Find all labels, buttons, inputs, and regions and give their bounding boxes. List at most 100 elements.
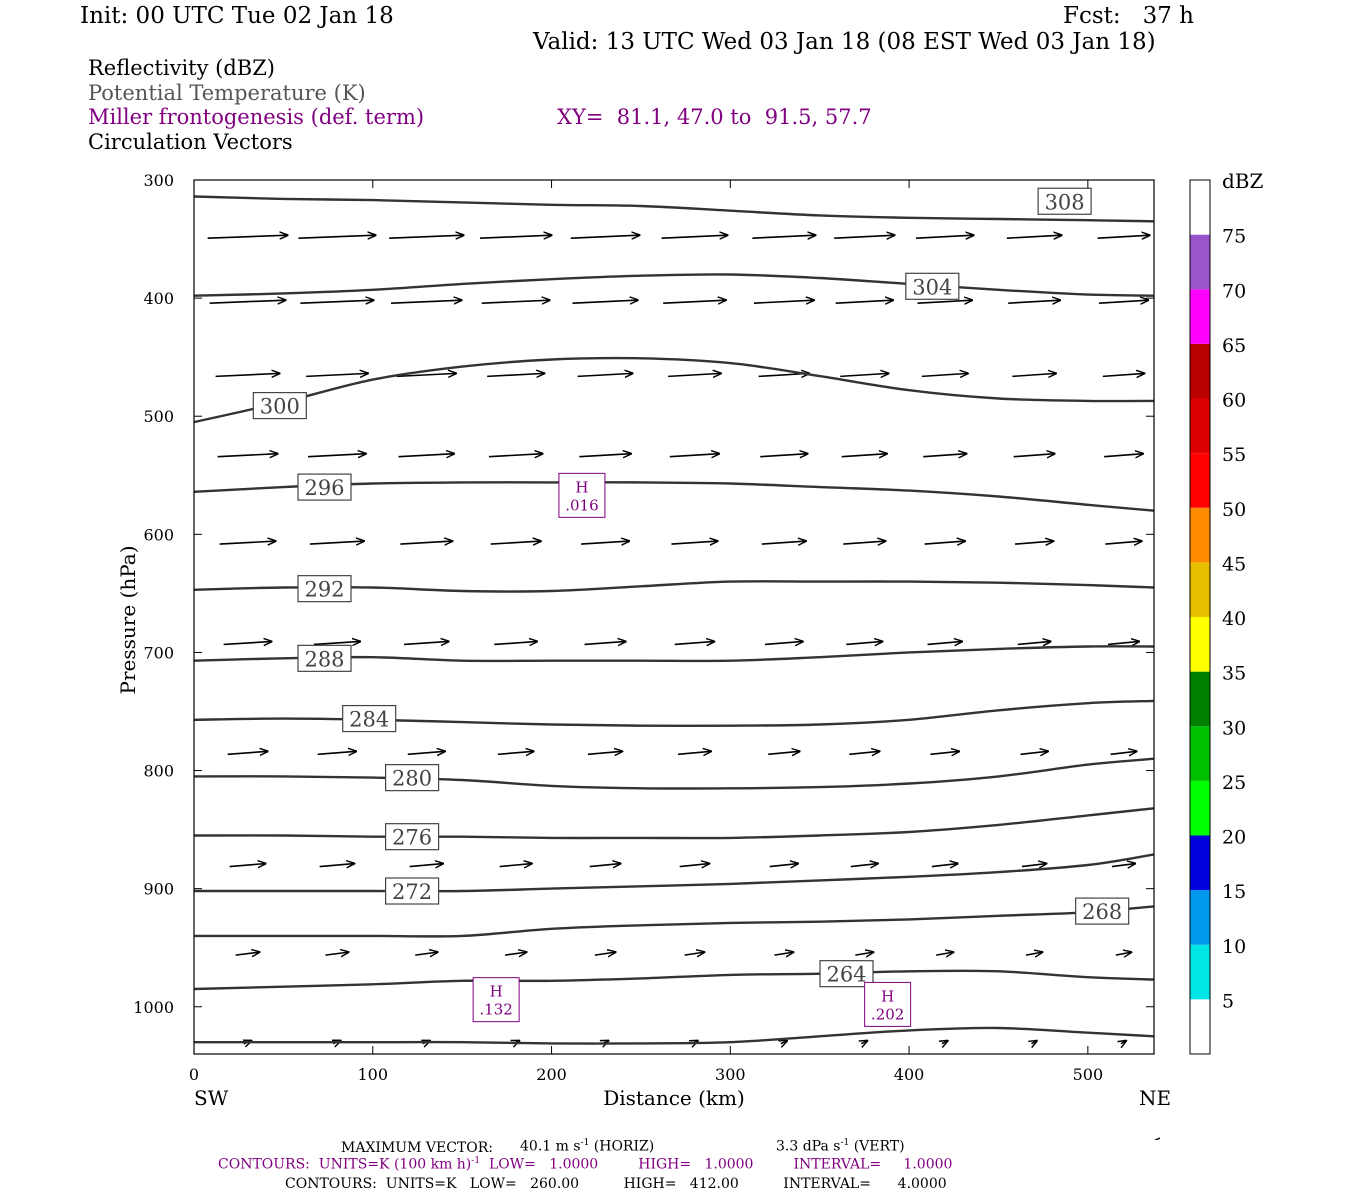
colorbar-segment — [1190, 453, 1210, 508]
isentrope-label-box — [1037, 187, 1092, 215]
circulation-vector — [497, 751, 534, 754]
frontogenesis-high-label: H — [575, 478, 588, 496]
x-axis-label: Distance (km) — [603, 1086, 745, 1110]
circulation-vector — [753, 300, 814, 303]
colorbar-segment — [1190, 780, 1210, 836]
circulation-vector — [1020, 751, 1048, 754]
circulation-vector — [317, 751, 357, 754]
circulation-vector — [499, 864, 532, 867]
circulation-vector — [1115, 952, 1132, 955]
isentrope-label-box — [297, 473, 352, 501]
colorbar-label: 60 — [1222, 390, 1246, 412]
circulation-vector — [668, 373, 721, 376]
circulation-vector — [924, 541, 965, 544]
colorbar-segment — [1190, 507, 1210, 563]
valid-time: Valid: 13 UTC Wed 03 Jan 18 (08 EST Wed … — [533, 29, 1156, 55]
isentrope-label-box — [385, 823, 440, 851]
colorbar-label: 65 — [1222, 335, 1246, 357]
frontogenesis-high-label: H — [490, 983, 503, 1001]
isentrope-line — [193, 807, 1155, 840]
circulation-vector — [1025, 952, 1042, 955]
circulation-vector — [587, 751, 622, 754]
circulation-vector — [589, 864, 621, 867]
circulation-vector — [927, 641, 963, 644]
field-theta: Potential Temperature (K) — [88, 81, 366, 105]
circulation-vector — [319, 864, 355, 867]
circulation-vector — [1107, 641, 1139, 644]
circulation-vector — [207, 235, 288, 238]
colorbar-segment — [1190, 944, 1210, 1000]
y-tick-label: 700 — [143, 643, 174, 662]
sw-label: SW — [194, 1086, 229, 1110]
colorbar: 5 10 15 20 25 30 35 40 45 50 55 60 65 70 75 — [1189, 179, 1246, 1055]
circulation-vector — [313, 641, 360, 644]
colorbar-label: 70 — [1222, 280, 1246, 302]
x-tick-label: 200 — [536, 1065, 567, 1084]
colorbar-segment — [1190, 835, 1210, 891]
circulation-vector — [487, 373, 544, 376]
circulation-vector — [843, 541, 885, 544]
isentrope-label: 268 — [1082, 900, 1122, 924]
circulation-vector — [841, 454, 887, 457]
circulation-vector — [921, 373, 968, 376]
colorbar-unit: dBZ — [1222, 169, 1264, 193]
colorbar-segment — [1190, 180, 1210, 235]
circulation-vector — [1105, 541, 1141, 544]
circulation-vector — [677, 751, 711, 754]
colorbar-label: 15 — [1222, 881, 1246, 903]
circulation-vector — [661, 235, 728, 238]
isentrope-line — [193, 757, 1155, 790]
circulation-vector — [834, 235, 894, 238]
circulation-vector — [1104, 454, 1143, 457]
circulation-vector — [1031, 1041, 1036, 1044]
colorbar-label: 55 — [1222, 444, 1246, 466]
circulation-vector — [1008, 300, 1060, 303]
isentrope-line — [193, 853, 1155, 893]
colorbar-segment — [1190, 726, 1210, 781]
circulation-vector — [409, 864, 443, 867]
circulation-vector — [215, 373, 280, 376]
isentrope-label-box — [297, 575, 352, 603]
isentrope-line — [193, 273, 1155, 297]
circulation-vector — [923, 454, 966, 457]
x-tick-label: 0 — [189, 1065, 199, 1084]
isentrope-label-box — [297, 644, 352, 672]
circulation-vector — [577, 373, 633, 376]
circulation-vector — [1111, 864, 1135, 867]
colorbar-label: 75 — [1222, 226, 1246, 248]
frontogenesis-high-box — [558, 472, 606, 518]
colorbar-segment — [1190, 398, 1210, 454]
colorbar-segment — [1190, 289, 1210, 344]
colorbar-segment — [1190, 343, 1210, 399]
colorbar-segment — [1190, 617, 1210, 672]
circulation-vector — [309, 541, 364, 544]
circulation-vector — [1006, 235, 1062, 238]
x-tick-label: 500 — [1073, 1065, 1104, 1084]
circulation-vector — [404, 641, 449, 644]
circulation-vector — [840, 373, 888, 376]
circulation-vector — [752, 235, 815, 238]
max-vector-vert: 3.3 dPa s-1 (VERT) — [776, 1138, 905, 1155]
circulation-vector — [579, 454, 631, 457]
circulation-vector — [1021, 864, 1047, 867]
forecast-hour: Fcst: 37 h — [1063, 3, 1194, 29]
circulation-vector — [572, 300, 637, 303]
colorbar-label: 5 — [1222, 990, 1234, 1012]
circulation-vector — [850, 864, 878, 867]
isentrope-label: 296 — [304, 476, 344, 500]
colorbar-segment — [1190, 562, 1210, 617]
circulation-vector — [774, 952, 793, 955]
circulation-vector — [781, 1041, 787, 1044]
isentrope-line — [193, 699, 1155, 728]
plot-frame — [193, 179, 1155, 1055]
circulation-vector — [768, 751, 800, 754]
circulation-vector — [308, 454, 366, 457]
field-vectors: Circulation Vectors — [88, 130, 293, 154]
isentrope-label: 280 — [392, 767, 432, 791]
circulation-vector — [1121, 1041, 1126, 1044]
circulation-vector — [915, 235, 974, 238]
isentrope-line — [193, 195, 1155, 223]
circulation-vector — [581, 541, 629, 544]
circulation-vector — [760, 454, 807, 457]
